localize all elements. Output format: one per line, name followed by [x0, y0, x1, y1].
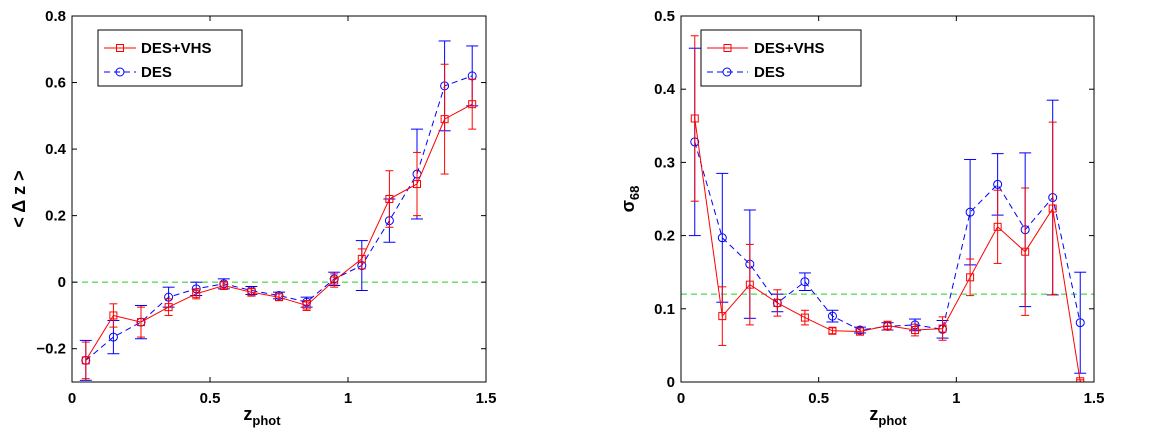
- left-legend-label-desvhs: DES+VHS: [141, 40, 211, 57]
- right-point-des-5: [827, 311, 837, 321]
- right-point-des-10: [965, 207, 975, 217]
- right-legend-box: [700, 29, 862, 87]
- left-x-axis-label: zphot: [243, 404, 281, 428]
- right-y-tick-label-2: 0.2: [654, 228, 675, 245]
- left-y-tick-label-1: 0: [58, 274, 66, 291]
- left-y-axis-label: < Δ z >: [9, 170, 29, 227]
- left-y-tick-label-4: 0.6: [45, 75, 66, 92]
- left-point-desvhs-2: [137, 318, 145, 327]
- right-x-tick-label-0: 0: [677, 390, 685, 407]
- right-x-tick-label-2: 1: [952, 390, 960, 407]
- left-point-desvhs-12: [413, 180, 421, 189]
- right-axes-frame: [680, 15, 1095, 383]
- right-legend-marker-desvhs: [723, 44, 732, 52]
- right-point-desvhs-3: [773, 298, 782, 307]
- left-point-desvhs-1: [109, 311, 118, 320]
- left-point-desvhs-0: [81, 356, 90, 365]
- right-point-desvhs-7: [883, 321, 892, 330]
- right-point-desvhs-14: [1076, 377, 1085, 382]
- right-point-desvhs-11: [993, 222, 1002, 231]
- left-point-desvhs-11: [385, 195, 394, 203]
- right-point-des-11: [993, 179, 1003, 189]
- left-legend-marker-desvhs: [116, 44, 124, 52]
- right-x-tick-label-3: 1.5: [1084, 390, 1105, 407]
- left-point-desvhs-5: [219, 281, 228, 290]
- left-legend-box: [97, 29, 243, 87]
- right-y-tick-label-4: 0.4: [654, 81, 676, 98]
- right-point-desvhs-0: [690, 114, 699, 123]
- right-y-axis-label: σ68: [618, 186, 642, 213]
- right-series-line-desvhs: [694, 118, 1081, 382]
- left-plot-area: [72, 40, 486, 381]
- right-point-desvhs-8: [911, 326, 920, 335]
- left-errorbar-desvhs-14: [468, 78, 477, 130]
- left-y-tick-label-3: 0.4: [45, 141, 67, 158]
- right-point-desvhs-10: [966, 273, 975, 282]
- right-point-desvhs-4: [800, 313, 809, 322]
- left-x-tick-label-0: 0: [68, 390, 76, 407]
- left-axis-ticks: 0 0.5 1 1.5 −0.2 0 0.2 0.4 0.6 0.8: [36, 8, 496, 407]
- left-point-desvhs-9: [330, 276, 339, 285]
- right-series-line-des: [694, 141, 1081, 331]
- right-y-tick-label-3: 0.3: [654, 154, 675, 171]
- right-point-desvhs-9: [938, 324, 947, 333]
- right-y-tick-label-5: 0.5: [654, 8, 675, 25]
- left-legend-marker-des: [115, 67, 125, 77]
- right-legend: DES+VHS DES: [700, 29, 862, 87]
- right-legend-label-des: DES: [754, 64, 785, 81]
- left-y-tick-label-2: 0.2: [45, 208, 66, 225]
- right-point-des-14: [1075, 318, 1085, 328]
- right-point-desvhs-5: [828, 326, 837, 335]
- right-plot-area: [681, 35, 1094, 382]
- right-point-des-1: [717, 233, 727, 243]
- left-chart: 0 0.5 1 1.5−0.200.20.40.60.8 < Δ z > zphot …: [9, 8, 496, 428]
- right-point-desvhs-2: [745, 280, 754, 289]
- left-legend: DES+VHS DES: [97, 29, 243, 87]
- left-series-line-desvhs: [85, 103, 473, 361]
- left-x-tick-label-2: 1: [344, 390, 352, 407]
- left-axes-frame: [71, 15, 487, 383]
- left-point-desvhs-4: [192, 289, 201, 298]
- right-errorbar-desvhs-0: [690, 35, 699, 202]
- left-y-tick-label-5: 0.8: [45, 8, 66, 25]
- right-legend-marker-des: [722, 67, 732, 77]
- right-chart: 0 0.5 1 1.5 0 0.1 0.2 0.3 0.4 0.5 σ68 zphot DES+V…: [618, 8, 1104, 428]
- left-point-desvhs-10: [357, 254, 366, 263]
- left-point-desvhs-6: [247, 288, 256, 297]
- right-point-desvhs-13: [1048, 204, 1057, 213]
- right-errorbar-des-14: [1074, 271, 1087, 374]
- left-legend-label-des: DES: [141, 64, 172, 81]
- left-x-tick-label-1: 0.5: [200, 390, 221, 407]
- right-point-desvhs-6: [855, 327, 864, 336]
- left-point-desvhs-3: [164, 303, 173, 312]
- left-point-desvhs-8: [302, 301, 311, 310]
- right-series-group: [681, 35, 1094, 382]
- right-point-desvhs-1: [718, 312, 727, 321]
- right-point-des-4: [800, 277, 810, 287]
- left-point-desvhs-13: [440, 115, 449, 124]
- left-series-group: [72, 40, 486, 381]
- right-x-axis-label: zphot: [869, 404, 907, 428]
- right-y-tick-label-0: 0: [667, 374, 675, 391]
- right-legend-label-desvhs: DES+VHS: [754, 40, 824, 57]
- right-axis-ticks: 0 0.5 1 1.5 0 0.1 0.2 0.3 0.4 0.5: [654, 8, 1104, 407]
- left-point-des-1: [108, 332, 118, 342]
- right-point-desvhs-12: [1021, 247, 1030, 256]
- left-y-tick-label-0: −0.2: [36, 341, 66, 358]
- left-series-line-des: [85, 75, 473, 361]
- right-x-tick-label-1: 0.5: [808, 390, 829, 407]
- left-point-desvhs-14: [468, 100, 477, 109]
- left-point-desvhs-7: [275, 293, 283, 302]
- right-y-tick-label-1: 0.1: [654, 301, 675, 318]
- left-x-tick-label-3: 1.5: [476, 390, 497, 407]
